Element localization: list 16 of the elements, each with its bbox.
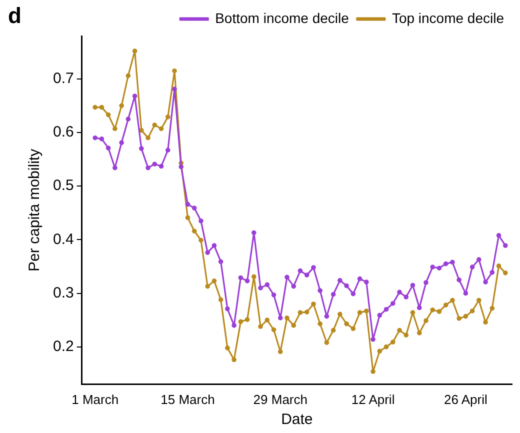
y-tick-label: 0.3 (52, 284, 74, 302)
y-tick-label: 0.7 (52, 70, 74, 88)
chart-title: d (8, 3, 22, 28)
x-axis-title: Date (281, 411, 313, 428)
y-tick-label: 0.6 (52, 124, 74, 141)
x-tick-label: 29 March (253, 392, 308, 407)
x-tick-label: 1 March (72, 392, 119, 407)
legend-label: Bottom income decile (215, 10, 350, 26)
x-tick-label: 26 April (444, 392, 488, 407)
y-axis-title: Per capita mobility (26, 148, 44, 272)
y-tick-label: 0.4 (52, 230, 74, 248)
y-tick-label: 0.2 (52, 338, 74, 356)
legend-label: Top income decile (392, 10, 504, 26)
x-tick-label: 12 April (351, 392, 395, 407)
y-tick-label: 0.5 (52, 177, 74, 194)
x-tick-label: 15 March (160, 392, 215, 407)
